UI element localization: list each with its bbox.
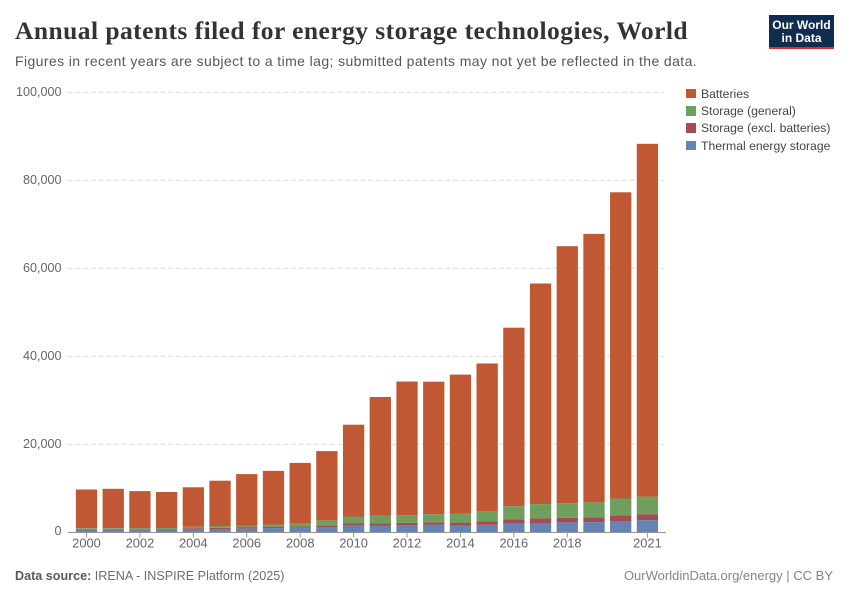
svg-text:100,000: 100,000: [16, 85, 62, 99]
svg-text:2018: 2018: [553, 536, 582, 551]
svg-text:2000: 2000: [72, 536, 101, 551]
svg-text:2021: 2021: [633, 536, 662, 551]
svg-text:80,000: 80,000: [23, 173, 62, 187]
svg-text:2016: 2016: [500, 536, 529, 551]
svg-text:40,000: 40,000: [23, 349, 62, 363]
svg-text:2014: 2014: [446, 536, 475, 551]
svg-text:2010: 2010: [339, 536, 368, 551]
svg-text:0: 0: [54, 524, 61, 538]
svg-text:60,000: 60,000: [23, 261, 62, 275]
svg-text:2012: 2012: [393, 536, 422, 551]
svg-text:2004: 2004: [179, 536, 208, 551]
svg-text:2002: 2002: [126, 536, 155, 551]
svg-text:20,000: 20,000: [23, 437, 62, 451]
svg-text:2006: 2006: [232, 536, 261, 551]
svg-text:2008: 2008: [286, 536, 315, 551]
